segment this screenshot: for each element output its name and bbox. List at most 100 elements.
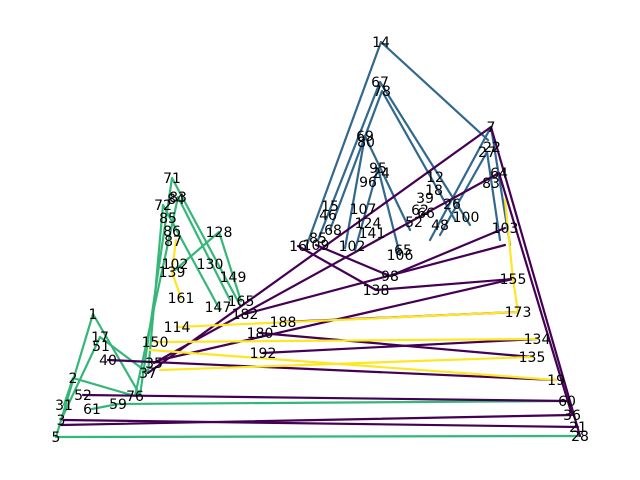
node-label: 26 [443, 197, 461, 213]
edge-purple-15 [81, 393, 569, 403]
edge-yellow-27 [148, 348, 558, 382]
edge-blue-6 [438, 150, 502, 242]
node-label: 3 [57, 413, 66, 429]
node-label: 83 [482, 176, 500, 192]
node-label: 95 [369, 161, 387, 177]
node-label: 7 [487, 120, 496, 136]
node-label: 67 [371, 75, 389, 91]
edge-yellow-26 [153, 337, 539, 344]
node-label: 102 [162, 257, 189, 273]
node-label: 107 [350, 202, 377, 218]
edge-blue-2 [328, 89, 457, 232]
node-label: 165 [228, 294, 255, 310]
node-label: 80 [357, 135, 375, 151]
node-label: 155 [500, 272, 527, 288]
node-label: 106 [387, 248, 414, 264]
node-label: 21 [569, 420, 587, 436]
edge-blue-3 [343, 134, 412, 250]
node-label: 109 [303, 238, 330, 254]
edge-green-11 [90, 399, 569, 411]
node-label: 60 [558, 394, 576, 410]
node-label: 85 [159, 211, 177, 227]
node-label: 52 [405, 215, 423, 231]
node-label: 51 [92, 339, 110, 355]
node-label: 128 [206, 225, 233, 241]
edge-purple-16 [106, 358, 558, 382]
node-label: 85 [309, 231, 327, 247]
node-label: 147 [205, 300, 232, 316]
node-label: 36 [563, 408, 581, 424]
node-label: 62 [411, 203, 429, 219]
node-label: 64 [490, 166, 508, 182]
node-label: 84 [167, 192, 185, 208]
node-label: 134 [524, 332, 551, 348]
node-label: 19 [547, 373, 565, 389]
node-label: 24 [372, 166, 390, 182]
edge-purple-18 [152, 171, 574, 417]
edge-green-12 [173, 230, 243, 303]
node-label: 39 [416, 191, 434, 207]
node-label: 86 [163, 224, 181, 240]
node-label: 124 [355, 216, 382, 232]
node-label: 78 [373, 84, 391, 100]
node-label: 173 [505, 305, 532, 321]
edge-yellow-31 [503, 198, 520, 314]
node-label: 139 [159, 265, 186, 281]
node-label: 31 [55, 398, 73, 414]
edge-purple-25 [258, 331, 534, 359]
node-label: 114 [164, 320, 191, 336]
edges-layer [54, 40, 582, 439]
node-label: 192 [250, 346, 277, 362]
edge-yellow-29 [158, 355, 534, 372]
node-label: 182 [232, 307, 259, 323]
node-label: 83 [169, 190, 187, 206]
node-label: 76 [126, 389, 144, 405]
edge-yellow-30 [170, 238, 183, 300]
node-label: 27 [478, 145, 496, 161]
node-label: 141 [359, 226, 386, 242]
node-label: 12 [426, 170, 444, 186]
node-label: 22 [483, 140, 501, 156]
node-label: 65 [394, 243, 412, 259]
node-label: 180 [247, 326, 274, 342]
edge-purple-13 [62, 418, 580, 429]
node-label: 40 [99, 353, 117, 369]
node-label: 1 [89, 307, 98, 323]
node-label: 98 [381, 269, 399, 285]
node-label: 87 [164, 234, 182, 250]
edge-green-10 [54, 434, 582, 439]
node-label: 2 [69, 371, 78, 387]
node-label: 69 [356, 129, 374, 145]
node-label: 15 [321, 199, 339, 215]
edge-purple-14 [59, 413, 574, 427]
node-label: 130 [197, 257, 224, 273]
node-label: 17 [91, 330, 109, 346]
node-label: 188 [270, 315, 297, 331]
node-label: 35 [145, 356, 163, 372]
node-label: 16 [289, 239, 307, 255]
node-labels-layer: 1467786980952496722276483121826395262664… [52, 35, 589, 446]
edge-blue-1 [316, 80, 472, 242]
node-label: 102 [339, 239, 366, 255]
node-label: 28 [571, 429, 589, 445]
node-label: 61 [83, 402, 101, 418]
edge-purple-24 [243, 243, 507, 316]
node-label: 149 [220, 270, 247, 286]
node-label: 18 [425, 183, 443, 199]
node-label: 96 [359, 175, 377, 191]
node-label: 161 [168, 291, 195, 307]
node-label: 150 [142, 335, 169, 351]
edge-yellow-28 [175, 310, 520, 329]
node-label: 48 [431, 218, 449, 234]
edge-blue-0 [303, 40, 490, 252]
node-label: 52 [74, 388, 92, 404]
node-label: 5 [52, 430, 61, 446]
node-label: 72 [154, 198, 172, 214]
node-label: 100 [453, 210, 480, 226]
node-label: 66 [417, 206, 435, 222]
edge-purple-22 [296, 244, 515, 292]
node-label: 138 [363, 283, 390, 299]
edge-purple-17 [146, 125, 582, 438]
node-label: 46 [319, 208, 337, 224]
